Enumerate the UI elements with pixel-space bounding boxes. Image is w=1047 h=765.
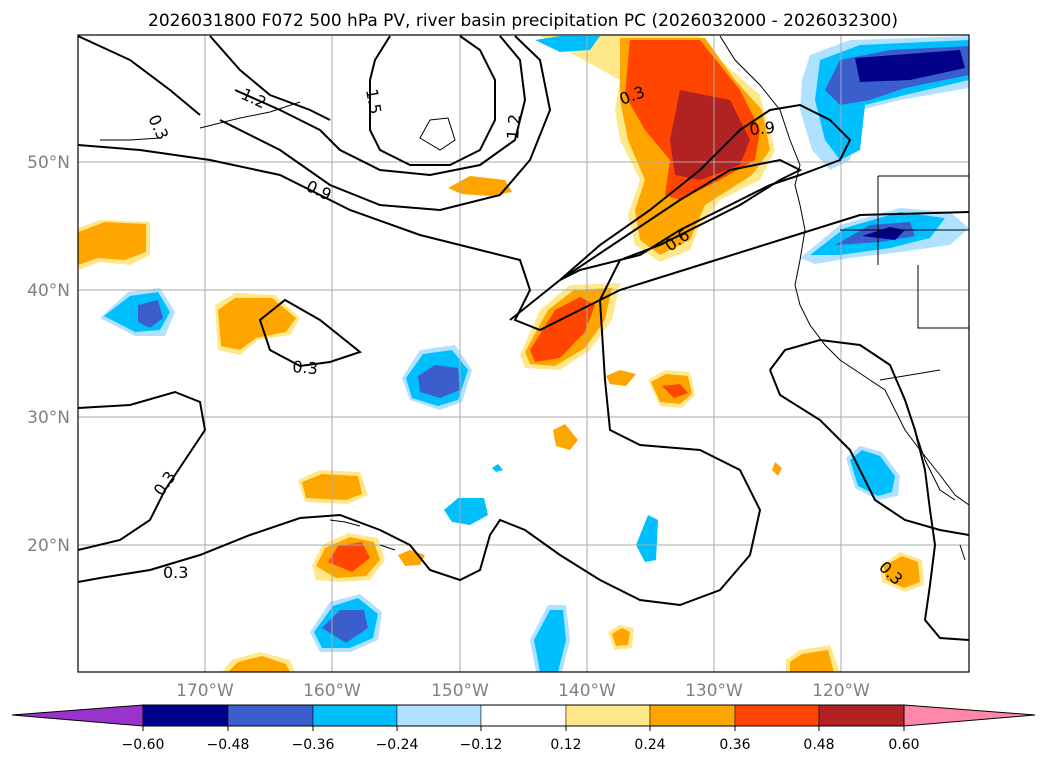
lon-labels: 170°W 160°W 150°W 140°W 130°W 120°W [176,681,870,701]
lat-labels: 50°N 40°N 30°N 20°N [27,153,70,556]
lon-label: 130°W [685,681,743,701]
colorbar-swatch [142,704,229,727]
colorbar-tick-label: −0.12 [460,737,503,753]
colorbar-swatch [396,704,482,727]
lat-label: 30°N [27,408,70,428]
lat-label: 40°N [27,281,70,301]
colorbar-swatch [312,704,398,727]
contour-label: 1.2 [503,113,524,140]
lon-label: 120°W [812,681,870,701]
contour-label: 1.5 [362,87,385,115]
colorbar-tick-label: −0.60 [122,737,165,753]
precip-shading [78,36,969,672]
colorbar-swatch [227,704,314,727]
colorbar-tick-label: 0.12 [550,737,581,753]
contour-0.9 [219,35,552,212]
contour-label: 0.9 [749,118,776,139]
colorbar-swatch [818,704,905,727]
contour-0.3-north [78,144,969,332]
colorbar-swatch [480,704,567,727]
contour-0.3-mid [78,390,207,551]
colorbar-tick-label: 0.36 [719,737,750,753]
colorbar-tick-label: 0.24 [634,737,665,753]
colorbar-extend-min [11,704,144,727]
colorbar-tick-label: −0.24 [376,737,419,753]
lon-label: 150°W [431,681,489,701]
contour-label: 0.3 [163,563,188,582]
colorbar-extend-max [903,704,1036,727]
colorbar-tick-label: −0.48 [207,737,250,753]
colorbar-swatch [649,704,736,727]
contour-1.2 [234,35,527,177]
contour-0.6 [509,158,803,321]
colorbar-tick-label: −0.36 [292,737,335,753]
map-frame [77,34,970,673]
colorbar: −0.60 −0.48 −0.36 −0.24 −0.12 0.12 0.24 … [11,704,1036,753]
contour-label: 0.3 [292,357,319,378]
lon-label: 170°W [176,681,234,701]
lon-label: 140°W [558,681,616,701]
colorbar-tick-label: 0.48 [803,737,834,753]
colorbar-swatch [734,704,820,727]
lat-label: 50°N [27,153,70,173]
contour-0.9-east [559,103,852,281]
pv-contours [78,35,969,641]
contour-1.5 [369,35,496,166]
lat-label: 20°N [27,536,70,556]
figure-title: 2026031800 F072 500 hPa PV, river basin … [148,11,898,31]
colorbar-tick-label: 0.60 [888,737,919,753]
colorbar-swatch [565,704,651,727]
map-panel: 0.3 1.2 1.5 1.2 0.3 0.9 0.9 0.6 0.3 0.3 … [78,35,969,672]
lon-label: 160°W [303,681,361,701]
